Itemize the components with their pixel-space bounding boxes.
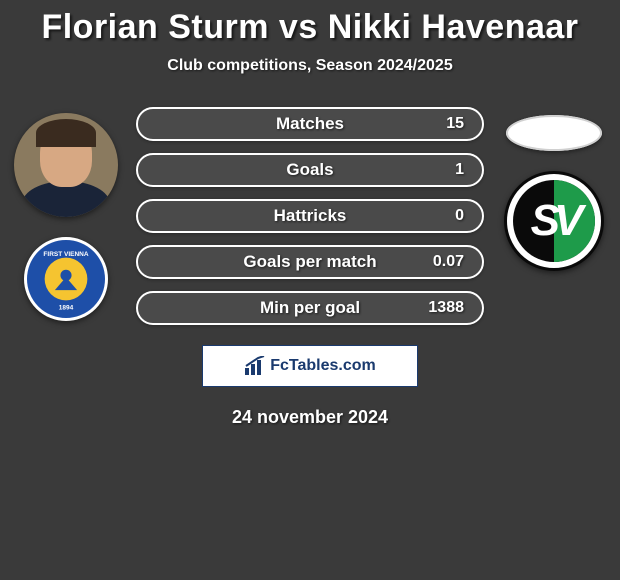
stat-row-goals-per-match: Goals per match 0.07 bbox=[136, 245, 484, 279]
main-row: FIRST VIENNA 1894 Matches 15 Goals 1 Hat… bbox=[0, 107, 620, 325]
svg-text:1894: 1894 bbox=[59, 305, 74, 312]
stat-row-min-per-goal: Min per goal 1388 bbox=[136, 291, 484, 325]
club-badge-left: FIRST VIENNA 1894 bbox=[24, 237, 108, 321]
club-badge-right: SV bbox=[504, 171, 604, 271]
stat-row-matches: Matches 15 bbox=[136, 107, 484, 141]
stat-right-value: 15 bbox=[424, 115, 464, 133]
page-title: Florian Sturm vs Nikki Havenaar bbox=[0, 8, 620, 47]
left-column: FIRST VIENNA 1894 bbox=[6, 107, 126, 321]
stat-right-value: 0 bbox=[424, 207, 464, 225]
brand-text: FcTables.com bbox=[270, 357, 376, 375]
stat-right-value: 0.07 bbox=[424, 253, 464, 271]
stat-row-hattricks: Hattricks 0 bbox=[136, 199, 484, 233]
player-left-avatar bbox=[14, 113, 118, 217]
subtitle: Club competitions, Season 2024/2025 bbox=[0, 57, 620, 75]
stat-row-goals: Goals 1 bbox=[136, 153, 484, 187]
right-column: SV bbox=[494, 107, 614, 271]
chart-icon bbox=[244, 356, 266, 376]
player-right-avatar-placeholder bbox=[506, 115, 602, 151]
stat-right-value: 1388 bbox=[424, 299, 464, 317]
stats-column: Matches 15 Goals 1 Hattricks 0 Goals per… bbox=[136, 107, 484, 325]
date-text: 24 november 2024 bbox=[0, 407, 620, 428]
stat-right-value: 1 bbox=[424, 161, 464, 179]
infographic-root: Florian Sturm vs Nikki Havenaar Club com… bbox=[0, 0, 620, 428]
svg-text:FIRST VIENNA: FIRST VIENNA bbox=[43, 251, 88, 258]
brand-box: FcTables.com bbox=[202, 345, 418, 387]
